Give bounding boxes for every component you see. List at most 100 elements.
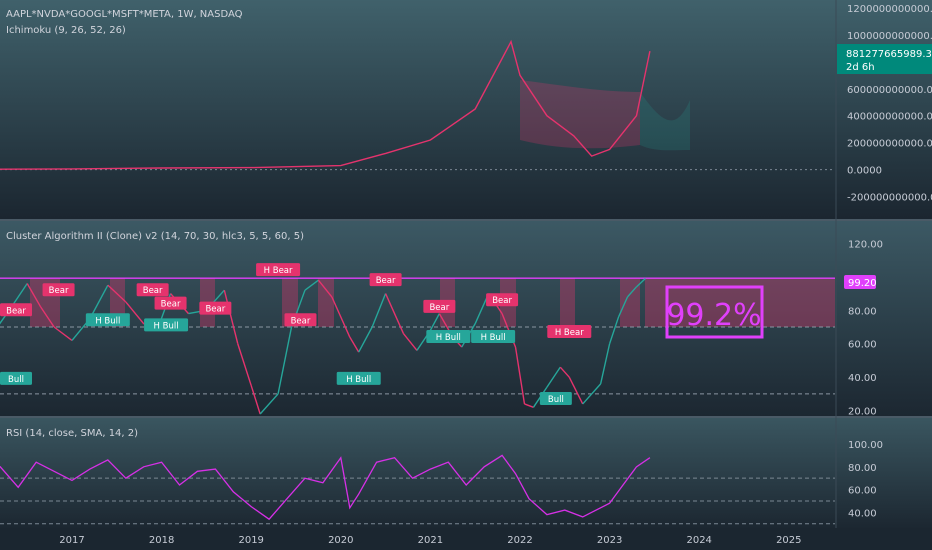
bear-signal: Bear [369,273,402,287]
price-y-tick-label: 0.0000 [847,166,882,177]
bear-signal: Bear [0,303,32,317]
bull-signal: H Bull [336,371,381,385]
cluster-line-segment [559,366,570,378]
bull-signal: H Bull [426,330,471,344]
signal-box [547,325,592,339]
rsi-pane-bg[interactable] [0,418,932,528]
time-axis-label: 2021 [418,535,443,546]
price-badge-countdown: 2d 6h [846,62,875,73]
price-y-tick-label: 200000000000.00 [847,139,932,150]
cluster-line-segment [617,296,629,318]
cluster-line-segment [371,293,387,328]
signal-label: Bear [6,306,26,316]
cluster-line-segment [591,383,602,395]
signal-box [0,371,32,385]
price-badge: 881277665989.30 2d 6h [837,44,932,74]
bear-signal: Bear [136,283,169,297]
signal-label: Bear [376,276,396,286]
bear-signal: Bear [154,296,187,310]
price-y-tick-label: 1000000000000.00 [847,31,932,42]
signal-box [256,263,301,277]
signal-label: H Bull [95,316,120,326]
cluster-y-tick-label: 120.00 [848,239,883,250]
cluster-line-segment [26,283,42,308]
cluster-line-segment [349,336,360,353]
cluster-line-segment [599,343,611,385]
cloud-bull-area [640,92,690,151]
cluster-line-segment [568,376,584,405]
bull-signal: Bull [0,371,32,385]
price-y-tick-label: 600000000000.00 [847,85,932,96]
bear-zone [560,278,575,327]
price-pane-bg[interactable] [0,0,932,219]
cluster-line-segment [514,346,526,405]
ichimoku-indicator-label: Ichimoku (9, 26, 52, 26) [6,25,126,36]
bear-signal: Bear [423,299,456,313]
cluster-signals: Bear Bear H Bull Bear H Bull Bear Bear H Bear Be… [0,263,592,405]
cluster-line-segment [53,326,73,341]
bear-signal: Bear [199,301,232,315]
time-axis-bg[interactable] [0,528,932,550]
signal-box [85,313,130,327]
bear-zone [318,278,334,327]
time-axis: 2017 2018 2019 2020 2021 2022 2023 2024 2025 [59,535,801,546]
cluster-line-segment [107,284,127,303]
signal-box [144,318,189,332]
cluster-line-segment [608,316,620,344]
bear-zone [620,278,640,327]
rsi-levels [0,477,835,525]
signal-box [369,273,402,287]
signal-label: Bull [548,395,564,405]
signal-label: Bear [429,303,449,313]
cluster-line-segment [40,306,55,328]
signal-label: Bear [161,300,181,310]
time-axis-label: 2023 [597,535,622,546]
cluster-line-segment [304,279,319,291]
bull-signal: H Bull [144,318,189,332]
bear-signal: Bear [486,293,519,307]
time-axis-label: 2020 [328,535,353,546]
signal-label: Bull [8,375,24,385]
rsi-pane: 100.00 80.00 60.00 40.00 [0,440,883,525]
cluster-line-segment [223,290,239,344]
cluster-line-segment [237,343,252,386]
rsi-y-tick-label: 80.00 [848,463,877,474]
cluster-line-segment [402,333,418,351]
cluster-line-segment [331,296,351,338]
signal-label: H Bull [346,375,371,385]
price-series-line [0,39,651,170]
cluster-line-segment [250,385,261,415]
bear-signal: H Bear [256,263,301,277]
rsi-y-tick-label: 100.00 [848,440,883,451]
time-axis-label: 2022 [507,535,532,546]
cluster-y-axis: 120.00 80.00 60.00 40.00 20.00 [848,239,883,417]
cluster-y-tick-label: 60.00 [848,340,877,351]
bear-signal: Bear [284,313,317,327]
signal-box [136,283,169,297]
level-badge-value: 99.20 [848,278,877,289]
signal-label: H Bull [481,333,506,343]
big-value-text: 99.2% [666,298,761,333]
time-axis-label: 2025 [776,535,801,546]
bear-signal: Bear [42,283,75,297]
price-badge-value: 881277665989.30 [846,49,932,60]
signal-box [471,330,516,344]
cluster-y-tick-label: 40.00 [848,373,877,384]
cluster-line-segment [524,403,534,408]
cloud-bear-area [520,80,640,149]
bull-signal: H Bull [471,330,516,344]
signal-label: Bear [291,316,311,326]
time-axis-label: 2019 [238,535,263,546]
cluster-line-segment [125,301,145,325]
signal-label: H Bear [555,328,584,338]
signal-label: H Bull [436,333,461,343]
level-badge: 99.20 [844,275,877,289]
bull-signal: Bull [539,391,572,405]
bear-signal: H Bear [547,325,592,339]
cluster-pane: 120.00 80.00 60.00 40.00 20.00 Bear Bear H Bul… [0,239,883,418]
signal-box [539,391,572,405]
ichimoku-cloud [520,80,690,151]
cluster-y-tick-label: 80.00 [848,306,877,317]
signal-box [42,283,75,297]
